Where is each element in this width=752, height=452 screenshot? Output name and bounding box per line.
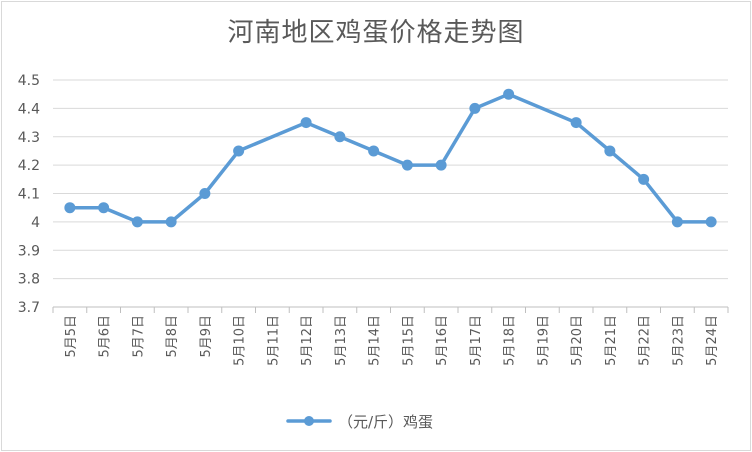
y-tick-label: 4.2 <box>18 158 40 174</box>
y-tick-label: 3.7 <box>18 300 40 316</box>
data-point <box>570 117 582 129</box>
data-point <box>401 159 413 171</box>
data-point <box>64 202 76 214</box>
data-point <box>131 216 143 228</box>
x-tick-label: 5月17日 <box>469 315 484 366</box>
x-tick-label: 5月20日 <box>570 315 585 366</box>
data-point <box>368 145 380 157</box>
data-point <box>638 173 650 185</box>
x-tick-label: 5月21日 <box>604 315 619 366</box>
y-tick-label: 4.4 <box>18 101 40 117</box>
x-axis <box>52 306 729 313</box>
legend-marker <box>304 416 314 426</box>
x-tick-label: 5月6日 <box>98 315 113 358</box>
data-point <box>233 145 245 157</box>
x-tick-label: 5月14日 <box>368 315 383 366</box>
data-point <box>334 131 346 143</box>
data-point <box>503 88 515 100</box>
y-tick-label: 3.9 <box>18 243 40 259</box>
data-point <box>705 216 717 228</box>
data-point <box>300 117 312 129</box>
x-tick-label: 5月18日 <box>503 315 518 366</box>
data-point <box>469 102 481 114</box>
chart-title: 河南地区鸡蛋价格走势图 <box>227 18 525 48</box>
data-point <box>199 188 211 199</box>
data-point <box>671 216 683 228</box>
data-point <box>435 159 447 171</box>
legend-label: （元/斤）鸡蛋 <box>338 413 433 431</box>
y-tick-label: 3.8 <box>18 272 40 288</box>
y-tick-label: 4.3 <box>18 130 40 146</box>
data-point <box>98 202 110 214</box>
y-tick-label: 4.5 <box>18 73 40 89</box>
x-tick-label: 5月24日 <box>705 315 720 366</box>
x-tick-label: 5月22日 <box>638 315 653 366</box>
x-tick-label: 5月16日 <box>435 315 450 366</box>
x-tick-label: 5月10日 <box>233 315 248 366</box>
x-tick-label: 5月5日 <box>64 315 79 358</box>
x-tick-label: 5月8日 <box>165 315 180 358</box>
x-tick-label: 5月23日 <box>671 315 686 366</box>
y-tick-label: 4 <box>31 215 40 231</box>
x-tick-label: 5月12日 <box>300 315 315 366</box>
data-point <box>604 145 616 157</box>
legend: （元/斤）鸡蛋 <box>286 413 433 431</box>
gridlines <box>53 79 728 280</box>
y-tick-label: 4.1 <box>18 187 40 203</box>
x-tick-label: 5月9日 <box>199 315 214 358</box>
x-tick-label: 5月19日 <box>536 315 551 366</box>
x-tick-label: 5月13日 <box>334 315 349 366</box>
x-axis-ticks: 5月5日 5月6日 5月7日 5月8日 5月9日 5月10日 5月11日 5月12日 5月13日… <box>64 315 720 366</box>
x-tick-label: 5月11日 <box>266 315 281 366</box>
x-tick-label: 5月15日 <box>401 315 416 366</box>
y-axis-ticks: 3.7 3.8 3.9 4 4.1 4.2 4.3 4.4 4.5 <box>18 73 40 316</box>
x-tick-label: 5月7日 <box>131 315 146 358</box>
data-point <box>165 216 177 228</box>
series-line <box>68 92 713 224</box>
series-layer <box>64 88 717 228</box>
